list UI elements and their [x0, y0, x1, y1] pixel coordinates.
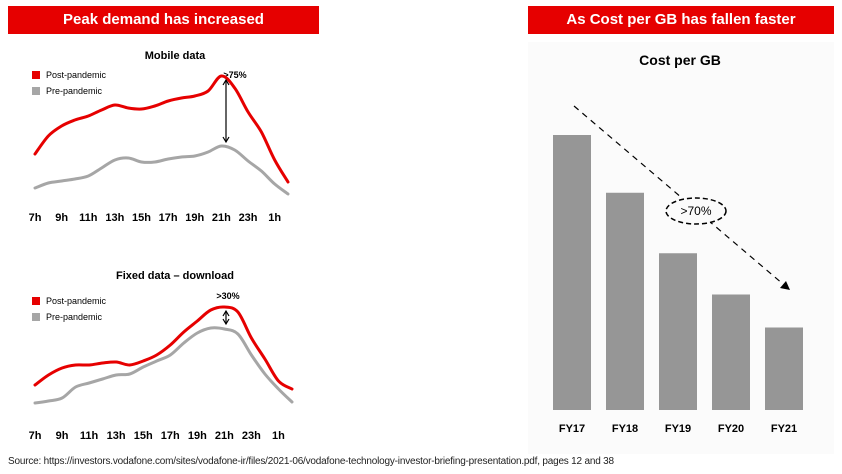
left-section-banner: Peak demand has increased — [8, 6, 319, 34]
bar-fy19 — [659, 253, 697, 410]
x-tick-label: 7h — [28, 212, 42, 224]
source-citation: Source: https://investors.vodafone.com/s… — [8, 456, 614, 467]
bar-fy20 — [712, 294, 750, 410]
legend-label: Pre-pandemic — [46, 86, 103, 96]
mobile-increase-annotation: >75% — [223, 70, 247, 80]
mobile-legend: Post-pandemic Pre-pandemic — [32, 67, 106, 99]
x-tick-label: 7h — [28, 430, 42, 442]
arrow-head-down — [222, 136, 230, 144]
fixed-chart-title: Fixed data – download — [116, 270, 234, 282]
x-tick-label: 11h — [79, 212, 98, 224]
x-tick-label: 15h — [132, 212, 151, 224]
x-tick-label: 23h — [238, 212, 258, 224]
decline-annotation-label: >70% — [680, 204, 711, 218]
x-tick-label: 9h — [55, 212, 69, 224]
grey-swatch — [32, 313, 40, 321]
legend-label: Post-pandemic — [46, 296, 107, 306]
legend-item-pre-pandemic: Pre-pandemic — [32, 83, 106, 99]
x-tick-label: 19h — [187, 430, 207, 442]
decline-trend-arrow — [573, 105, 791, 291]
bar-fy17 — [553, 135, 591, 410]
bar-fy21 — [765, 327, 803, 410]
x-tick-label: 13h — [106, 430, 126, 442]
category-label: FY17 — [559, 423, 585, 435]
legend-label: Pre-pandemic — [46, 312, 103, 322]
category-label: FY21 — [771, 423, 797, 435]
arrow-head-up — [222, 309, 230, 317]
x-tick-label: 11h — [79, 430, 99, 442]
series-line-pre-pandemic — [33, 144, 290, 196]
right-section-banner: As Cost per GB has fallen faster — [528, 6, 834, 34]
bar-fy18 — [606, 192, 644, 410]
x-tick-label: 15h — [133, 430, 153, 442]
x-tick-label: 13h — [105, 212, 125, 224]
x-tick-label: 21h — [214, 430, 234, 442]
x-tick-label: 21h — [211, 212, 231, 224]
x-tick-label: 1h — [268, 212, 282, 224]
x-tick-label: 1h — [272, 430, 285, 442]
legend-item-pre-pandemic: Pre-pandemic — [32, 309, 106, 325]
arrow-head-down — [222, 318, 230, 326]
red-swatch — [32, 297, 40, 305]
legend-label: Post-pandemic — [46, 70, 107, 80]
decline-annotation-ellipse — [665, 197, 727, 225]
x-tick-label: 19h — [185, 212, 205, 224]
category-label: FY20 — [718, 423, 744, 435]
x-tick-label: 9h — [55, 430, 69, 442]
grey-swatch — [32, 87, 40, 95]
fixed-legend: Post-pandemic Pre-pandemic — [32, 293, 106, 325]
category-label: FY19 — [665, 423, 691, 435]
trend-arrow-head — [780, 281, 790, 290]
x-tick-label: 17h — [160, 430, 180, 442]
cost-bar-chart: FY17 FY18 FY19 FY20 FY21 >70% — [553, 105, 803, 435]
x-tick-label: 23h — [241, 430, 261, 442]
cost-chart-title: Cost per GB — [639, 52, 721, 68]
legend-item-post-pandemic: Post-pandemic — [32, 67, 106, 83]
category-label: FY18 — [612, 423, 638, 435]
legend-item-post-pandemic: Post-pandemic — [32, 293, 106, 309]
arrow-head-up — [222, 78, 230, 86]
x-tick-label: 17h — [158, 212, 178, 224]
mobile-chart-title: Mobile data — [144, 50, 206, 62]
fixed-increase-annotation: >30% — [216, 291, 240, 301]
red-swatch — [32, 71, 40, 79]
series-line-pre-pandemic — [33, 326, 294, 405]
